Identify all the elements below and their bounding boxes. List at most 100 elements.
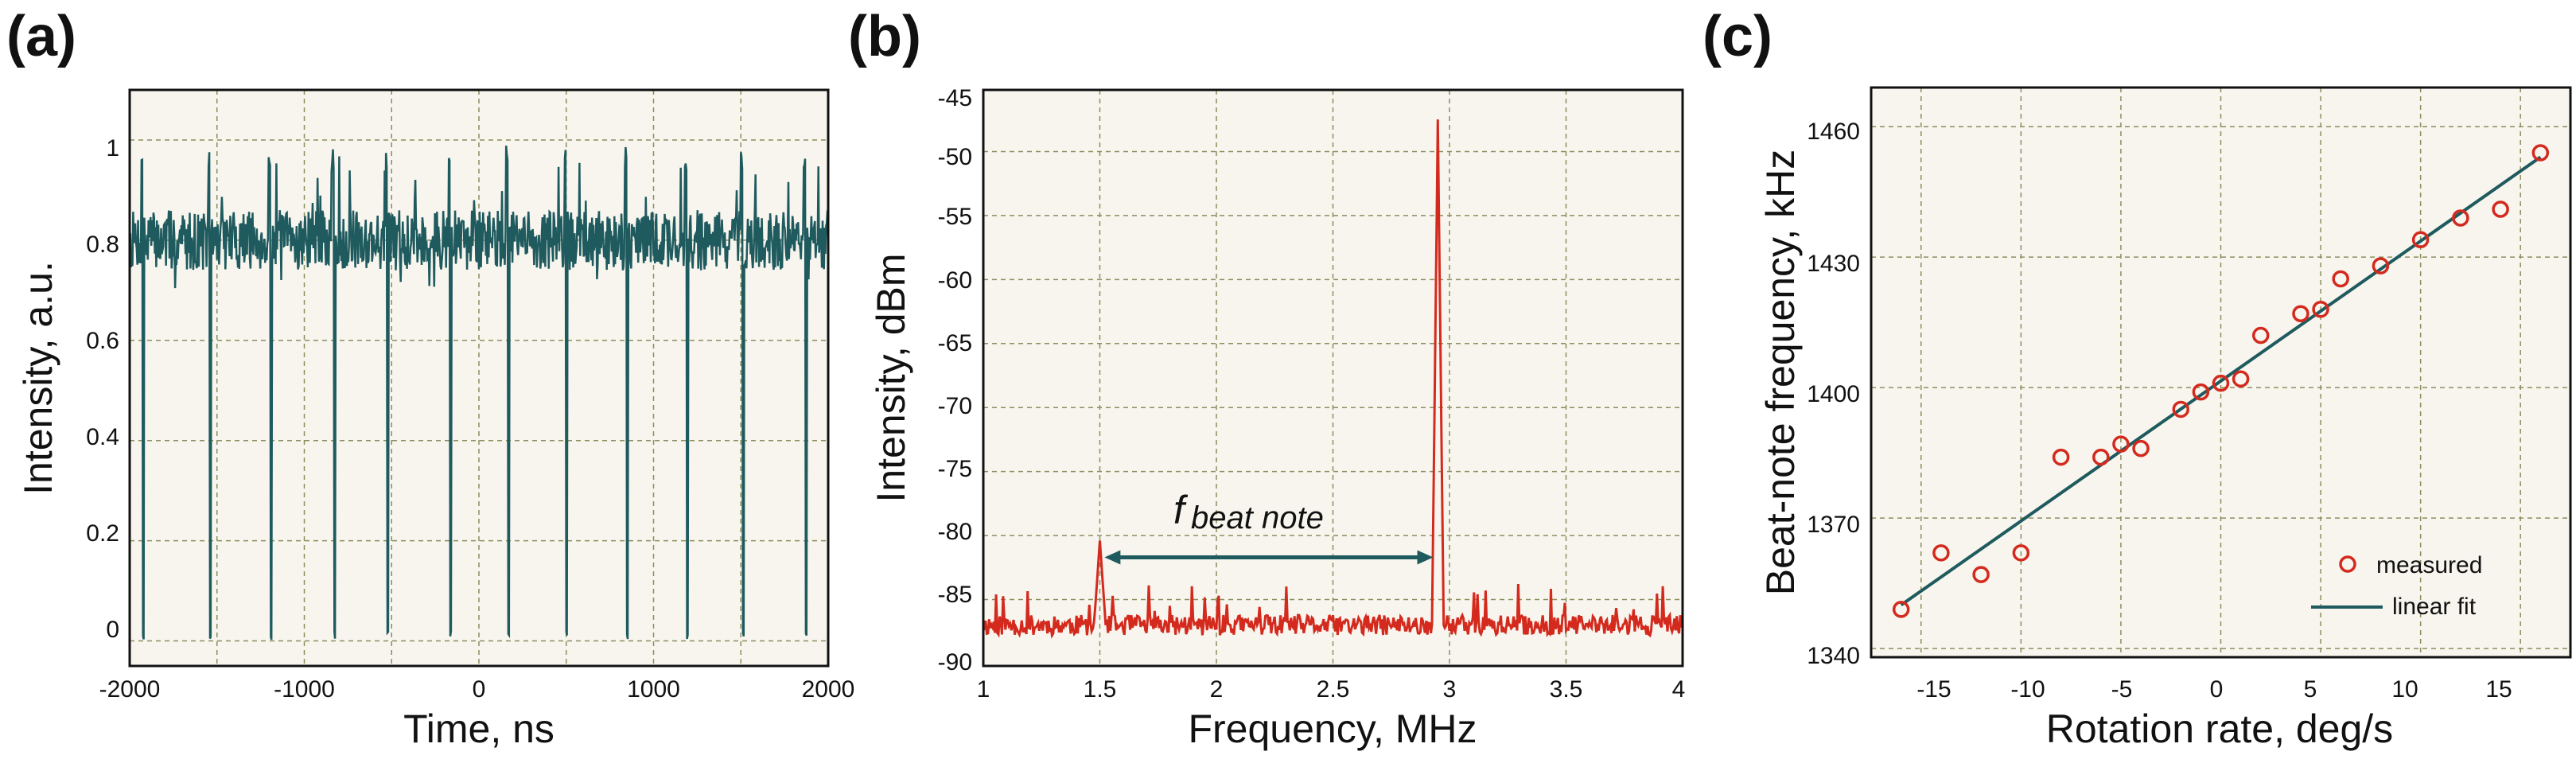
measured-point-12 <box>2251 326 2270 345</box>
b-ytick-7: -80 <box>938 519 972 545</box>
measured-point-11 <box>2232 370 2250 387</box>
legend-measured-label: measured <box>2376 552 2482 578</box>
measured-point-20 <box>2531 144 2550 162</box>
beat-note-arrow-left-head <box>1104 550 1121 565</box>
b-ytick-0: -45 <box>938 85 972 111</box>
b-xtick-0: 1 <box>977 676 990 703</box>
measured-point-9 <box>2192 383 2210 401</box>
measured-point-8 <box>2172 400 2190 419</box>
panel-c-legend: measured linear fit <box>2311 552 2482 620</box>
a-ytick-2: 0.4 <box>86 424 119 450</box>
c-ytick-0: 1340 <box>1807 643 1860 669</box>
c-ytick-3: 1430 <box>1807 251 1860 277</box>
panel-a-data <box>128 145 830 640</box>
spectrum-trace <box>982 119 1684 639</box>
a-xtick-4: 2000 <box>802 676 855 703</box>
b-xtick-2: 2 <box>1210 676 1224 703</box>
c-xtick-6: 15 <box>2485 676 2512 703</box>
panel-b-plot-area <box>983 90 1683 666</box>
measured-point-10 <box>2212 374 2230 392</box>
b-xtick-5: 3.5 <box>1550 676 1583 703</box>
c-xtick-0: -15 <box>1916 676 1951 703</box>
measured-point-7 <box>2132 439 2150 457</box>
legend-measured-marker <box>2339 555 2356 573</box>
panel-a-plot-area <box>130 90 828 666</box>
a-ytick-3: 0.6 <box>86 328 119 354</box>
panel-a: (a) -2000 -1000 0 1000 2000 0 0.2 0.4 0.… <box>6 5 854 751</box>
c-ytick-4: 1460 <box>1807 119 1860 145</box>
panel-c-letter: (c) <box>1702 5 1772 68</box>
panel-c-x-ticks: -15 -10 -5 0 5 10 15 <box>1916 676 2512 703</box>
measured-point-2 <box>1972 566 1990 583</box>
measured-point-4 <box>2052 448 2070 466</box>
b-ytick-4: -65 <box>938 330 972 356</box>
panel-b-letter: (b) <box>848 5 921 68</box>
c-xtick-2: -5 <box>2111 676 2133 703</box>
measured-point-6 <box>2112 435 2130 453</box>
measured-point-16 <box>2372 257 2390 274</box>
c-xtick-5: 10 <box>2391 676 2418 703</box>
panel-b: (b) f beat note 1 1.5 2 2.5 3 3.5 4 -45 … <box>848 5 1685 751</box>
a-ytick-1: 0.2 <box>86 520 119 547</box>
panel-c-x-label: Rotation rate, deg/s <box>2046 707 2393 751</box>
panel-c-grid <box>1871 88 2570 657</box>
panel-c-y-ticks: 1340 1370 1400 1430 1460 <box>1807 119 1860 669</box>
panel-a-x-ticks: -2000 -1000 0 1000 2000 <box>99 676 855 703</box>
b-xtick-6: 4 <box>1672 676 1686 703</box>
panel-b-data <box>982 119 1684 639</box>
beat-note-subscript: beat note <box>1191 500 1324 535</box>
b-ytick-5: -70 <box>938 393 972 419</box>
measured-point-14 <box>2312 300 2329 318</box>
panel-c-data <box>1892 144 2550 618</box>
b-ytick-8: -85 <box>938 582 972 608</box>
a-xtick-2: 0 <box>473 676 486 703</box>
panel-b-frame <box>982 88 1684 668</box>
c-ytick-1: 1370 <box>1807 512 1860 538</box>
b-ytick-9: -90 <box>938 649 972 676</box>
panel-a-x-label: Time, ns <box>403 707 555 751</box>
panel-a-frame <box>128 88 830 668</box>
beat-note-arrow-right-head <box>1417 550 1434 565</box>
measured-point-0 <box>1892 601 1910 618</box>
beat-note-annotation: f beat note <box>1104 488 1434 565</box>
intensity-trace <box>128 145 830 640</box>
panel-b-y-label: Intensity, dBm <box>869 253 913 502</box>
measured-point-19 <box>2492 201 2509 218</box>
b-xtick-1: 1.5 <box>1084 676 1117 703</box>
c-xtick-3: 0 <box>2210 676 2224 703</box>
panel-b-x-ticks: 1 1.5 2 2.5 3 3.5 4 <box>977 676 1686 703</box>
panel-b-x-label: Frequency, MHz <box>1188 707 1477 751</box>
measured-point-13 <box>2292 305 2309 322</box>
b-ytick-2: -55 <box>938 204 972 230</box>
b-xtick-4: 3 <box>1443 676 1457 703</box>
b-ytick-1: -50 <box>938 144 972 170</box>
a-ytick-0: 0 <box>106 617 119 643</box>
panel-c: (c) measured linear fit -15 -10 -5 0 5 1… <box>1702 5 2572 751</box>
a-xtick-0: -2000 <box>99 676 161 703</box>
measured-point-1 <box>1932 544 1950 562</box>
a-xtick-3: 1000 <box>627 676 680 703</box>
measured-point-15 <box>2332 270 2349 288</box>
a-ytick-5: 1 <box>106 135 119 162</box>
panel-c-y-label: Beat-note frequency, kHz <box>1758 150 1803 595</box>
measured-point-5 <box>2092 448 2110 466</box>
a-ytick-4: 0.8 <box>86 232 119 258</box>
panel-c-frame <box>1870 86 2572 659</box>
b-xtick-3: 2.5 <box>1317 676 1350 703</box>
measured-point-17 <box>2411 231 2430 249</box>
measured-point-3 <box>2012 544 2030 562</box>
linear-fit-line <box>1900 155 2542 607</box>
c-xtick-1: -10 <box>2010 676 2045 703</box>
c-xtick-4: 5 <box>2304 676 2317 703</box>
panel-b-grid <box>983 90 1683 666</box>
b-ytick-3: -60 <box>938 267 972 294</box>
legend-fit-label: linear fit <box>2392 594 2477 620</box>
panel-a-y-label: Intensity, a.u. <box>16 261 60 495</box>
a-xtick-1: -1000 <box>274 676 335 703</box>
c-ytick-2: 1400 <box>1807 381 1860 407</box>
b-ytick-6: -75 <box>938 456 972 482</box>
panel-a-letter: (a) <box>6 5 76 68</box>
panel-b-y-ticks: -45 -50 -55 -60 -65 -70 -75 -80 -85 -90 <box>938 85 972 676</box>
measured-point-18 <box>2452 209 2469 227</box>
